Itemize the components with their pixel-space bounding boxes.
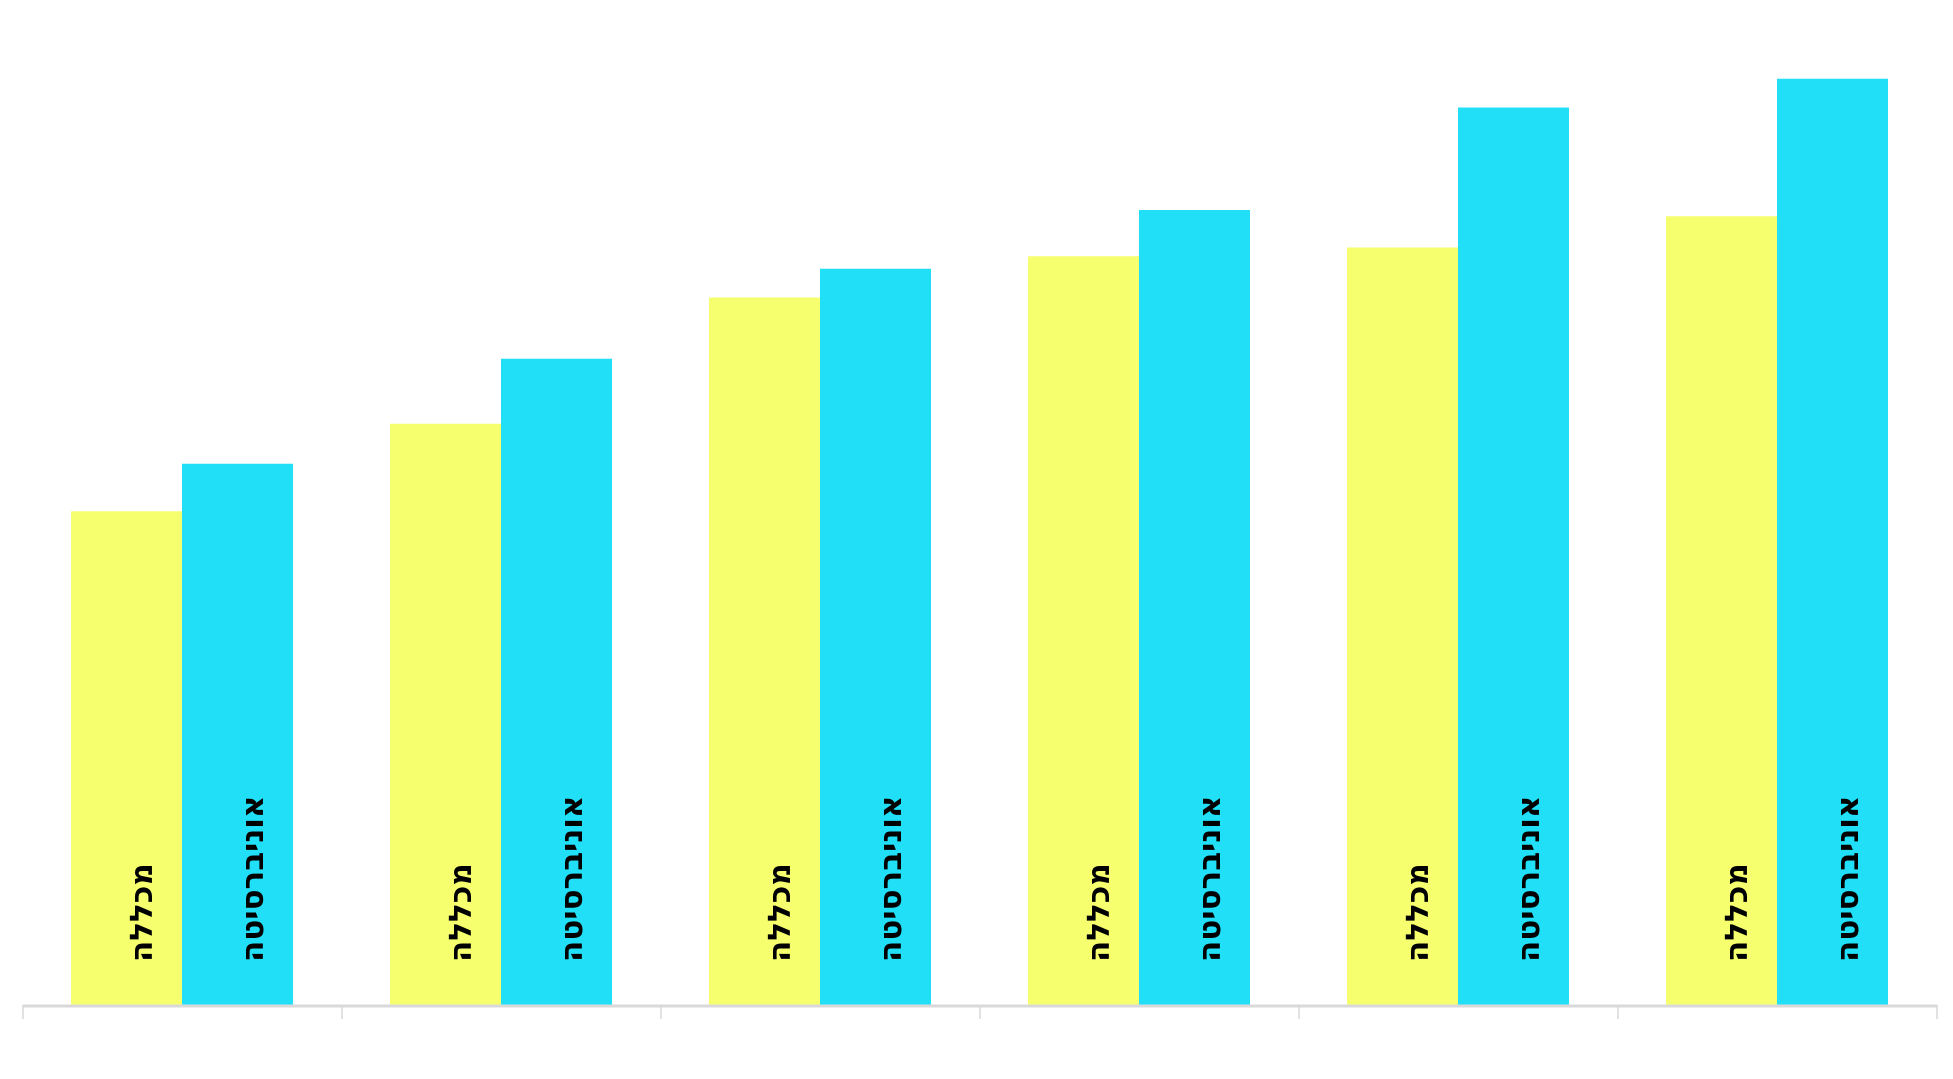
bar-university-6 <box>1777 78 1888 1005</box>
bar-university-2 <box>501 358 612 1005</box>
bar-label: מכללה <box>1081 863 1117 962</box>
bar-college-2 <box>390 423 501 1005</box>
bar-label: אוניברסיטה <box>1192 795 1228 962</box>
bar-university-5 <box>1458 107 1569 1005</box>
bar-label: אוניברסיטה <box>1511 795 1547 962</box>
bar-label: מכללה <box>443 863 479 962</box>
bar-college-6 <box>1666 216 1777 1005</box>
bar-university-1 <box>182 463 293 1005</box>
bar-label: מכללה <box>124 863 160 962</box>
bar-university-3 <box>820 268 931 1005</box>
bar-label: מכללה <box>762 863 798 962</box>
bar-label: אוניברסיטה <box>1830 795 1866 962</box>
bar-college-3 <box>709 297 820 1005</box>
bar-label: אוניברסיטה <box>554 795 590 962</box>
bar-college-5 <box>1347 247 1458 1005</box>
bar-college-4 <box>1028 256 1139 1005</box>
bar-university-4 <box>1139 210 1250 1005</box>
bar-label: מכללה <box>1400 863 1436 962</box>
bar-label: אוניברסיטה <box>235 795 271 962</box>
bar-label: אוניברסיטה <box>873 795 909 962</box>
bar-label: מכללה <box>1719 863 1755 962</box>
bar-college-1 <box>71 511 182 1005</box>
